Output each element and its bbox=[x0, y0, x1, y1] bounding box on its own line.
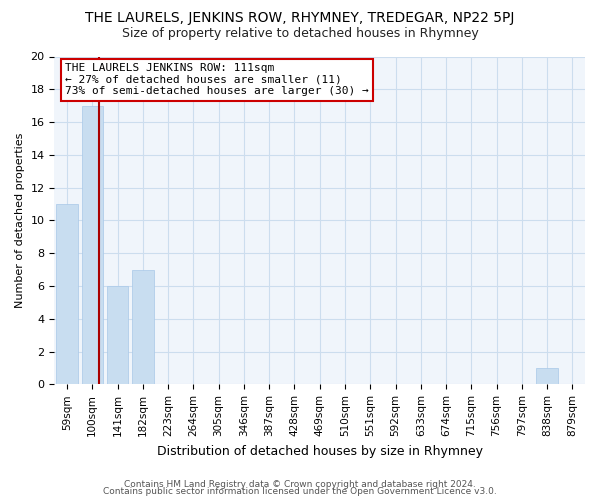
Text: Contains HM Land Registry data © Crown copyright and database right 2024.: Contains HM Land Registry data © Crown c… bbox=[124, 480, 476, 489]
X-axis label: Distribution of detached houses by size in Rhymney: Distribution of detached houses by size … bbox=[157, 444, 483, 458]
Bar bbox=[536, 368, 558, 384]
Text: THE LAURELS, JENKINS ROW, RHYMNEY, TREDEGAR, NP22 5PJ: THE LAURELS, JENKINS ROW, RHYMNEY, TREDE… bbox=[85, 11, 515, 25]
Bar bbox=[107, 286, 128, 384]
Y-axis label: Number of detached properties: Number of detached properties bbox=[15, 132, 25, 308]
Text: Size of property relative to detached houses in Rhymney: Size of property relative to detached ho… bbox=[122, 28, 478, 40]
Bar bbox=[56, 204, 78, 384]
Text: THE LAURELS JENKINS ROW: 111sqm
← 27% of detached houses are smaller (11)
73% of: THE LAURELS JENKINS ROW: 111sqm ← 27% of… bbox=[65, 63, 369, 96]
Bar bbox=[132, 270, 154, 384]
Bar bbox=[82, 106, 103, 384]
Text: Contains public sector information licensed under the Open Government Licence v3: Contains public sector information licen… bbox=[103, 487, 497, 496]
